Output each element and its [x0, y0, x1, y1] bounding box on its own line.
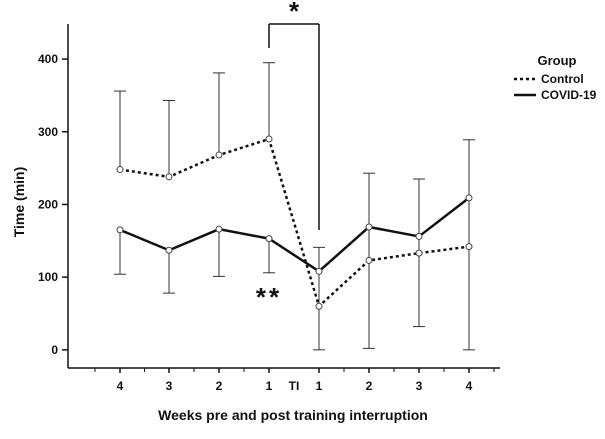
legend-title: Group	[538, 53, 577, 68]
x-axis-title: Weeks pre and post training interruption	[158, 407, 428, 423]
x-tick-label: 1	[266, 379, 273, 393]
data-point	[165, 173, 173, 181]
data-point	[315, 267, 323, 275]
significance-single: *	[289, 0, 300, 26]
data-point	[116, 166, 124, 174]
y-tick-label: 400	[38, 52, 58, 66]
y-axis-title: Time (min)	[11, 167, 27, 238]
data-point	[415, 232, 423, 240]
annotations: ***	[256, 0, 320, 312]
legend-label-covid: COVID-19	[541, 88, 597, 102]
x-tick-label: 4	[117, 379, 124, 393]
data-point	[165, 246, 173, 254]
significance-double: **	[256, 282, 282, 312]
series-lines	[119, 137, 470, 308]
y-tick-label: 100	[38, 270, 58, 284]
x-tick-label: 1	[316, 379, 323, 393]
data-point	[265, 135, 273, 143]
data-point	[415, 249, 423, 257]
x-tick-label: 3	[416, 379, 423, 393]
data-point	[265, 235, 273, 243]
error-bars	[114, 62, 475, 351]
data-point	[116, 226, 124, 234]
axes	[67, 24, 500, 369]
data-point	[315, 302, 323, 310]
data-point	[215, 151, 223, 159]
data-point	[465, 194, 473, 202]
series-line-covid-19	[119, 196, 470, 273]
legend-label-control: Control	[541, 72, 584, 86]
data-point	[215, 225, 223, 233]
legend: Group Control COVID-19	[514, 53, 597, 102]
x-tick-label: 3	[166, 379, 173, 393]
y-tick-label: 0	[51, 343, 58, 357]
x-tick-label: 2	[216, 379, 223, 393]
series-line-control	[119, 137, 470, 308]
data-point	[465, 243, 473, 251]
data-point	[365, 223, 373, 231]
x-tick-label: 2	[366, 379, 373, 393]
data-points	[116, 135, 473, 310]
y-tick-label: 200	[38, 197, 58, 211]
ticks: 0 100 200 300 400 4 3 2 1 1 2 3 4 TI	[38, 52, 495, 393]
x-gap-label: TI	[289, 379, 300, 393]
x-tick-label: 4	[466, 379, 473, 393]
data-point	[365, 256, 373, 264]
y-tick-label: 300	[38, 125, 58, 139]
